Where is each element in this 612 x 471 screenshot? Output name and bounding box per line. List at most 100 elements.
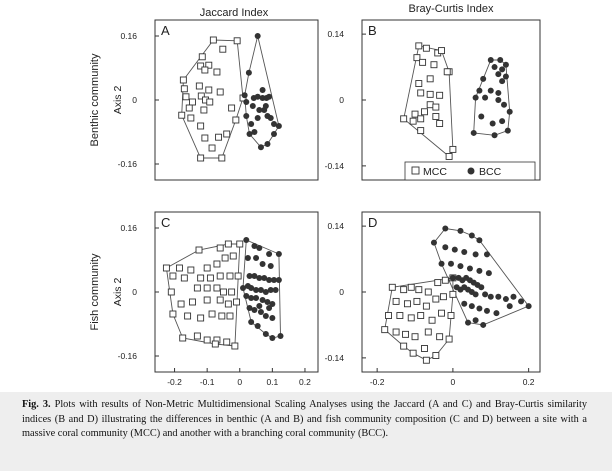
panel-c-bcc-point xyxy=(277,333,284,339)
panel-c-mcc-point xyxy=(197,274,205,282)
panel-d-mcc-point xyxy=(432,295,440,303)
panel-a-letter: A xyxy=(161,23,170,38)
panel-b-bcc-point xyxy=(482,94,489,101)
panel-b-bcc-point xyxy=(499,66,506,73)
panel-d-mcc-point xyxy=(396,312,404,319)
panel-d-bcc-point xyxy=(430,239,437,246)
panel-d-bcc-point xyxy=(468,303,475,310)
panel-d-mcc-point xyxy=(407,283,415,291)
panel-a-ytick-label: 0 xyxy=(132,95,137,105)
panel-d-mcc-hull xyxy=(384,277,454,361)
panel-b-mcc-point xyxy=(417,89,425,97)
panel-c-mcc-point xyxy=(175,264,183,272)
panel-c-xtick-label: 0 xyxy=(237,377,242,387)
panel-b-bcc-point xyxy=(487,57,494,63)
panel-c-bcc-point xyxy=(253,295,260,301)
panel-d-mcc-point xyxy=(436,333,444,341)
panel-d-mcc-point xyxy=(438,309,445,317)
panel-a-bcc-point xyxy=(246,131,253,137)
panel-d-mcc-point xyxy=(445,335,453,343)
panel-b-mcc-point xyxy=(432,113,440,120)
panel-c-bcc-point xyxy=(266,305,273,311)
panel-a-mcc-point xyxy=(198,53,206,61)
panel-d-mcc-point xyxy=(449,290,457,298)
panel-c-mcc-point xyxy=(184,312,192,320)
panel-c-mcc-point xyxy=(216,296,224,304)
legend-bcc-marker xyxy=(467,167,475,175)
panel-d-mcc-point xyxy=(432,352,440,359)
panel-c-bcc-point xyxy=(244,255,251,261)
panel-c-bcc-point xyxy=(270,277,277,283)
panel-b-bcc-point xyxy=(502,73,509,80)
panel-d-mcc-point xyxy=(424,288,432,296)
panel-c-bcc-point xyxy=(253,255,260,261)
panel-c-bcc-point xyxy=(253,287,260,293)
panel-c-mcc-point xyxy=(203,336,211,344)
panel-a-mcc-point xyxy=(213,68,221,76)
panel-d-ytick-label: 0 xyxy=(339,287,344,297)
panel-c-mcc-point xyxy=(169,272,177,280)
panel-a-mcc-point xyxy=(223,130,231,138)
panel-d-mcc-point xyxy=(417,312,425,319)
panel-c-mcc-point xyxy=(224,240,232,248)
panel-a-bcc-point xyxy=(249,103,256,109)
panel-d-mcc-point xyxy=(413,297,421,305)
panel-c-mcc-point xyxy=(234,272,242,280)
panel-a-mcc-point xyxy=(179,76,187,84)
panel-d-mcc-point xyxy=(388,283,396,291)
panel-c-bcc-point xyxy=(256,245,263,251)
panel-c-mcc-point xyxy=(211,340,219,348)
panel-c-mcc-point xyxy=(226,272,234,280)
panel-a-bcc-point xyxy=(257,144,264,151)
panel-a-bcc-point xyxy=(254,93,261,100)
panel-c-bcc-point xyxy=(240,285,247,291)
panel-a-mcc-point xyxy=(197,62,205,70)
panel-c-bcc-point xyxy=(275,251,282,257)
panel-d-mcc-point xyxy=(381,326,389,334)
panel-c-mcc-point xyxy=(216,244,224,252)
panel-d-mcc-point xyxy=(421,345,428,352)
panel-d-bcc-point xyxy=(485,270,492,277)
panel-b-mcc-hull xyxy=(403,45,454,158)
panel-b-mcc-point xyxy=(436,91,444,99)
panel-b-bcc-point xyxy=(499,118,506,125)
panel-b-mcc-point xyxy=(421,108,428,116)
panel-c-bcc-point xyxy=(267,287,274,293)
panel-d-mcc-point xyxy=(415,286,423,294)
panel-a-mcc-point xyxy=(197,154,205,162)
panel-d-mcc-point xyxy=(447,312,455,319)
panel-b-mcc-point xyxy=(400,115,408,123)
figure-caption: Fig. 3. Plots with results of Non-Metric… xyxy=(22,398,587,442)
panel-a-mcc-point xyxy=(201,66,209,74)
panel-d-mcc-point xyxy=(392,297,400,305)
figure-caption-block: Fig. 3. Plots with results of Non-Metric… xyxy=(0,392,612,471)
panel-d-letter: D xyxy=(368,215,377,230)
panel-b-ytick-label: -0.14 xyxy=(325,161,345,171)
panel-c-bcc-point xyxy=(256,275,263,281)
panel-a-ylabel: Axis 2 xyxy=(112,86,124,115)
panel-b-mcc-point xyxy=(409,117,417,125)
panel-c-letter: C xyxy=(161,215,170,230)
panel-d-mcc-point xyxy=(424,328,432,336)
panel-a-bcc-point xyxy=(243,113,250,119)
panel-a-mcc-point xyxy=(218,154,226,162)
panel-c-mcc-point xyxy=(221,254,229,262)
panel-c-mcc-point xyxy=(193,284,201,292)
panel-d-bcc-point xyxy=(478,284,485,291)
panel-a-mcc-point xyxy=(205,61,213,69)
col-title-jaccard: Jaccard Index xyxy=(200,7,269,19)
panel-b-bcc-point xyxy=(506,108,513,115)
panel-b-ytick-label: 0.14 xyxy=(327,29,344,39)
panel-b-bcc-point xyxy=(497,57,504,63)
panel-c-bcc-point xyxy=(269,335,276,341)
panel-b-bcc-point xyxy=(480,75,487,82)
panel-c-xtick-label: -0.2 xyxy=(167,377,182,387)
panel-d-mcc-point xyxy=(422,302,430,310)
panel-a-bcc-point xyxy=(262,103,269,109)
panel-d-mcc-point xyxy=(411,333,419,341)
panel-d-mcc-point xyxy=(428,316,436,324)
panel-a-mcc-point xyxy=(219,45,227,53)
panel-b-bcc-point xyxy=(495,71,502,78)
panel-b-letter: B xyxy=(368,23,377,38)
panel-d-ytick-label: -0.14 xyxy=(325,353,345,363)
